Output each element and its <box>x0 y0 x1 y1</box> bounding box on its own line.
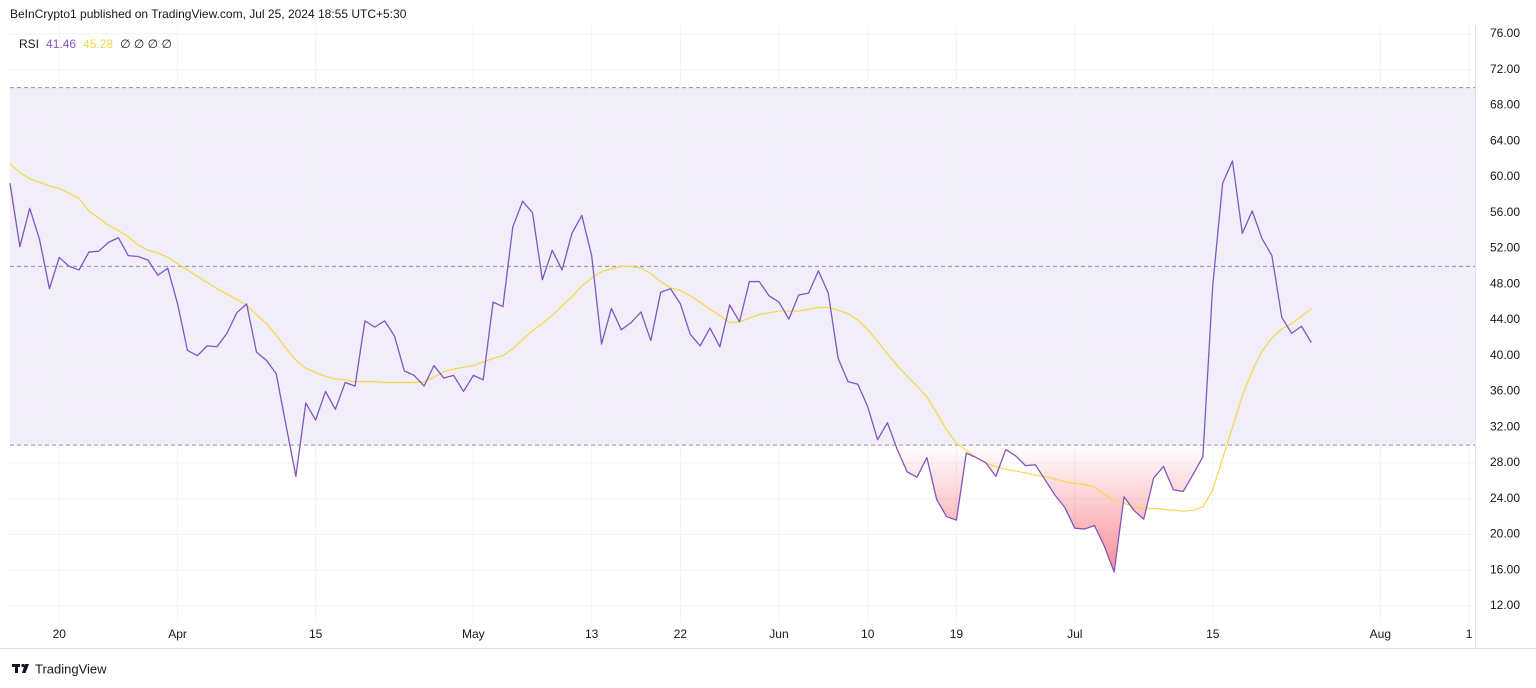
y-tick-label: 36.00 <box>1490 384 1520 398</box>
y-tick-label: 32.00 <box>1490 419 1520 433</box>
y-tick-label: 60.00 <box>1490 169 1520 183</box>
publisher-header: BeInCrypto1 published on TradingView.com… <box>10 7 407 21</box>
x-tick-label: May <box>462 627 485 641</box>
x-tick-label: 20 <box>53 627 67 641</box>
y-tick-label: 16.00 <box>1490 562 1520 576</box>
series-line <box>9 163 1312 512</box>
x-tick-label: Aug <box>1370 627 1391 641</box>
footer-logo <box>12 663 29 673</box>
y-tick-label: 52.00 <box>1490 241 1520 255</box>
y-tick-label: 40.00 <box>1490 348 1520 362</box>
footer-brand: TradingView <box>35 661 107 676</box>
legend-entry: ∅ ∅ ∅ ∅ <box>120 37 172 51</box>
x-tick-label: Jul <box>1067 627 1082 641</box>
legend-entry: RSI <box>19 37 39 51</box>
y-tick-label: 76.00 <box>1490 26 1520 40</box>
y-tick-label: 20.00 <box>1490 527 1520 541</box>
x-tick-label: 10 <box>861 627 875 641</box>
x-tick-label: 15 <box>1206 627 1220 641</box>
x-tick-label: 15 <box>309 627 323 641</box>
y-tick-label: 48.00 <box>1490 276 1520 290</box>
y-tick-label: 64.00 <box>1490 133 1520 147</box>
y-tick-label: 24.00 <box>1490 491 1520 505</box>
oversold-fill <box>289 445 1204 572</box>
y-tick-label: 28.00 <box>1490 455 1520 469</box>
x-tick-label: Jun <box>769 627 788 641</box>
y-tick-label: 56.00 <box>1490 205 1520 219</box>
plot-background <box>10 26 1475 622</box>
y-tick-label: 68.00 <box>1490 98 1520 112</box>
x-tick-label: 13 <box>585 627 599 641</box>
y-tick-label: 44.00 <box>1490 312 1520 326</box>
series-line <box>9 160 1312 573</box>
y-tick-label: 12.00 <box>1490 598 1520 612</box>
x-tick-label: 1 <box>1466 627 1473 641</box>
legend-entry: 41.46 <box>46 37 76 51</box>
x-tick-label: 19 <box>950 627 964 641</box>
y-tick-label: 72.00 <box>1490 62 1520 76</box>
x-tick-label: 22 <box>674 627 688 641</box>
legend-entry: 45.28 <box>83 37 113 51</box>
x-tick-label: Apr <box>168 627 187 641</box>
